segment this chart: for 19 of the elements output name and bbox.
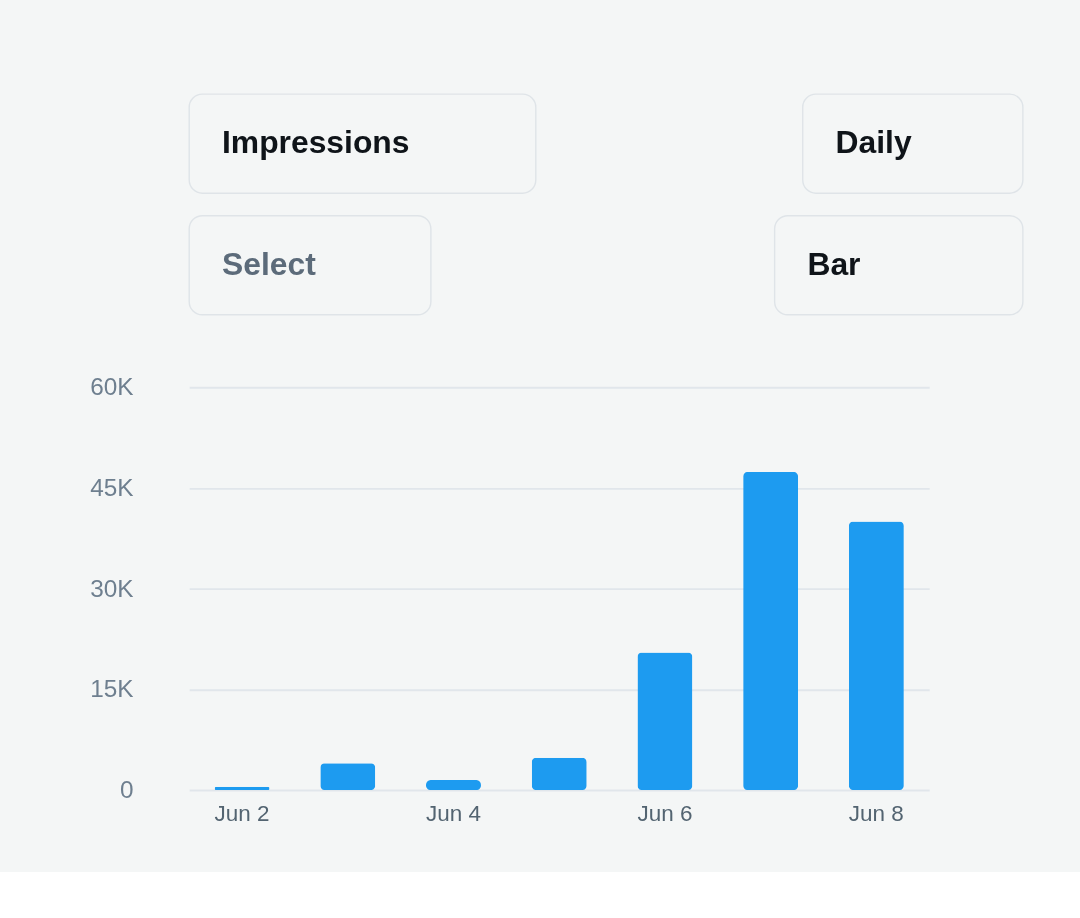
text: Select — [221, 245, 317, 282]
y-tick-label: 45K — [90, 473, 134, 501]
y-tick-label: 60K — [90, 373, 134, 401]
x-tick-label: Jun 8 — [848, 801, 904, 827]
bar — [637, 652, 693, 791]
text: Impressions — [221, 124, 410, 161]
bar — [743, 471, 799, 791]
y-tick-label: 0 — [119, 776, 134, 804]
x-tick-label: Jun 2 — [214, 801, 270, 827]
x-tick-label: Jun 4 — [426, 801, 481, 827]
bar — [320, 763, 376, 791]
text: Daily — [835, 124, 912, 161]
y-tick-label: 30K — [90, 574, 134, 602]
bar — [426, 780, 481, 791]
bar — [531, 757, 587, 791]
x-tick-label: Jun 6 — [637, 801, 693, 827]
text: Bar — [807, 245, 861, 282]
bar — [848, 521, 904, 791]
y-tick-label: 15K — [90, 675, 134, 703]
